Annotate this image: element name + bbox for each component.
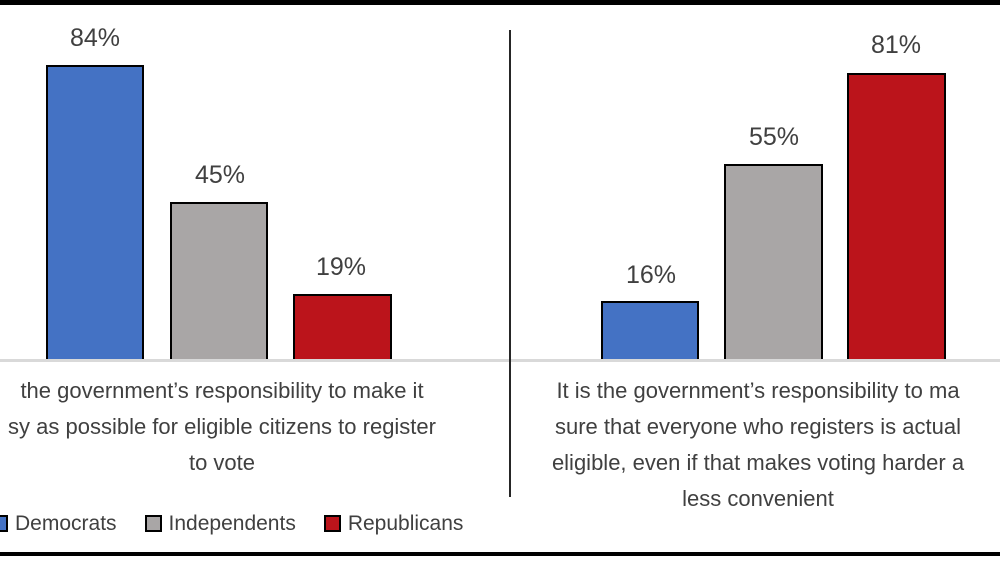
bottom-border-line (0, 552, 1000, 556)
bar-value-label-right-republicans: 81% (870, 31, 922, 59)
legend: Democrats Independents Republicans (0, 512, 463, 534)
bar-value-label-right-democrats: 16% (625, 261, 677, 289)
legend-label-democrats: Democrats (15, 511, 117, 535)
category-label-left: the government’s responsibility to make … (0, 373, 572, 481)
bar-left-republicans (293, 294, 392, 359)
legend-swatch-democrats (0, 514, 8, 532)
bar-right-independents (724, 164, 823, 359)
top-border-line (0, 0, 1000, 5)
bar-left-democrats (46, 65, 144, 359)
bar-value-label-right-independents: 55% (748, 123, 800, 151)
legend-item-democrats: Democrats (0, 513, 117, 534)
panel-divider-line (509, 30, 511, 497)
bar-right-democrats (601, 301, 699, 359)
bar-right-republicans (847, 73, 946, 359)
category-label-right-line-2: sure that everyone who registers is actu… (555, 414, 961, 439)
legend-item-republicans: Republicans (323, 511, 464, 535)
bar-left-independents (170, 202, 268, 359)
category-label-right-line-4: less convenient (682, 486, 834, 511)
bar-value-label-left-republicans: 19% (315, 253, 367, 281)
category-label-right: It is the government’s responsibility to… (408, 373, 1000, 517)
x-axis-line (0, 359, 1000, 362)
category-label-right-line-3: eligible, even if that makes voting hard… (551, 450, 965, 475)
bar-value-label-left-democrats: 84% (69, 24, 121, 52)
category-label-left-line-2: sy as possible for eligible citizens to … (8, 414, 436, 439)
legend-swatch-independents (144, 514, 162, 532)
bar-value-label-left-independents: 45% (194, 161, 246, 189)
category-label-right-line-1: It is the government’s responsibility to… (556, 378, 960, 403)
legend-label-republicans: Republicans (347, 511, 464, 535)
category-label-left-line-1: the government’s responsibility to make … (20, 378, 424, 403)
legend-label-independents: Independents (168, 511, 296, 535)
legend-item-independents: Independents (144, 511, 296, 535)
category-label-left-line-3: to vote (188, 450, 256, 475)
legend-swatch-republicans (323, 514, 341, 532)
